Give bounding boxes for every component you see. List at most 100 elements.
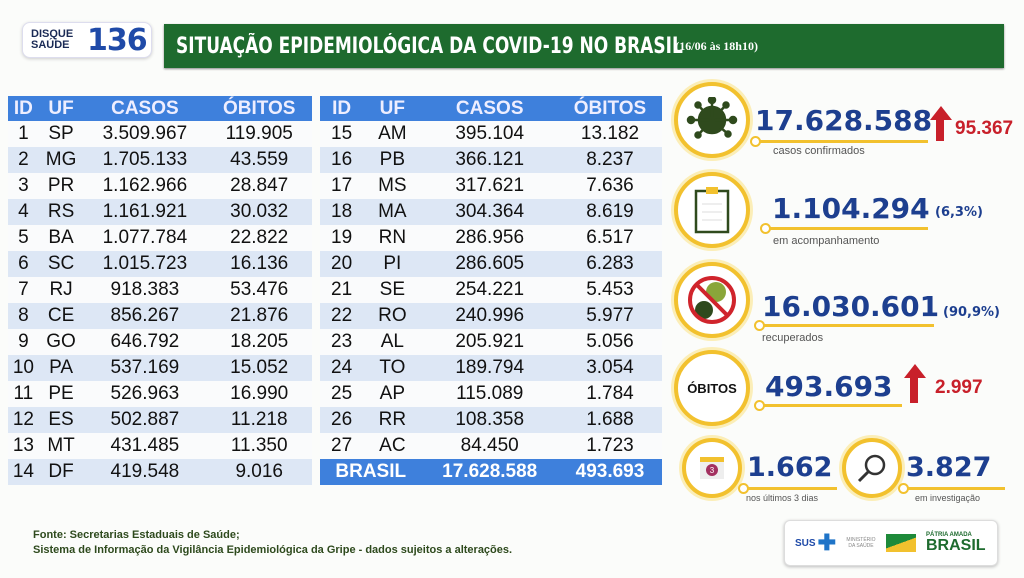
virus-icon <box>686 97 738 139</box>
column-header: ÓBITOS <box>557 96 662 121</box>
table-cell: 15 <box>320 121 364 147</box>
footnote-line1: Fonte: Secretarias Estaduais de Saúde; <box>33 529 240 541</box>
brasil-text: BRASIL <box>926 537 986 554</box>
table-cell: 20 <box>320 251 364 277</box>
table-cell: 5.056 <box>557 329 662 355</box>
table-row: 9 GO 646.792 18.205 <box>8 329 312 355</box>
last3-label: nos últimos 3 dias <box>746 493 819 503</box>
table-cell: AM <box>363 121 422 147</box>
table-cell: 13.182 <box>557 121 662 147</box>
table-cell: 7 <box>8 277 39 303</box>
table-cell: 6.283 <box>557 251 662 277</box>
table-cell: 7.636 <box>557 173 662 199</box>
monitoring-pct: (6,3%) <box>935 205 983 220</box>
recovered-icon-circle <box>674 262 750 338</box>
table-cell: 25 <box>320 381 364 407</box>
table-cell: 10 <box>8 355 39 381</box>
table-cell: 8.619 <box>557 199 662 225</box>
table-cell: 53.476 <box>206 277 312 303</box>
table-row: 6 SC 1.015.723 16.136 <box>8 251 312 277</box>
table-row: 1 SP 3.509.967 119.905 <box>8 121 312 147</box>
table-cell: 431.485 <box>83 433 207 459</box>
table-cell: 526.963 <box>83 381 207 407</box>
table-row: 3 PR 1.162.966 28.847 <box>8 173 312 199</box>
column-header: CASOS <box>83 96 207 121</box>
table-cell: 5.977 <box>557 303 662 329</box>
table-cell: 1.723 <box>557 433 662 459</box>
table-cell: 3.509.967 <box>83 121 207 147</box>
table-cell: 1.015.723 <box>83 251 207 277</box>
deaths-value: 493.693 <box>765 370 893 403</box>
table-row: 12 ES 502.887 11.218 <box>8 407 312 433</box>
table-row: 13 MT 431.485 11.350 <box>8 433 312 459</box>
clipboard-icon <box>694 187 730 234</box>
table-cell: PE <box>38 381 84 407</box>
table-cell: 419.548 <box>83 459 207 485</box>
table-cell: AP <box>363 381 422 407</box>
table-cell: 1.705.133 <box>83 147 207 173</box>
table-row: 25 AP 115.089 1.784 <box>320 381 662 407</box>
table-cell: 84.450 <box>421 433 558 459</box>
table-cell: 240.996 <box>421 303 558 329</box>
logo-number: 136 <box>87 22 148 58</box>
table-cell: 18 <box>320 199 364 225</box>
sus-logo: SUS <box>795 537 816 549</box>
table-row: 7 RJ 918.383 53.476 <box>8 277 312 303</box>
table-cell: 8.237 <box>557 147 662 173</box>
table-cell: CE <box>38 303 84 329</box>
ministry-logo: MINISTÉRIO DA SAÚDE <box>846 537 876 549</box>
table-cell: 17 <box>320 173 364 199</box>
table-cell: SP <box>38 121 84 147</box>
table-cell: 1.161.921 <box>83 199 207 225</box>
column-header: UF <box>363 96 422 121</box>
table-row: 11 PE 526.963 16.990 <box>8 381 312 407</box>
confirmed-label: casos confirmados <box>773 145 865 157</box>
table-cell: 24 <box>320 355 364 381</box>
table-cell: 14 <box>8 459 39 485</box>
table-cell: 21 <box>320 277 364 303</box>
table-cell: SC <box>38 251 84 277</box>
calendar-icon: 3 <box>700 457 724 479</box>
recovered-value: 16.030.601 <box>762 290 940 323</box>
table-cell: 27 <box>320 433 364 459</box>
total-casos: 17.628.588 <box>421 459 558 485</box>
table-row: 8 CE 856.267 21.876 <box>8 303 312 329</box>
table-cell: DF <box>38 459 84 485</box>
table-cell: 11.218 <box>206 407 312 433</box>
table-cell: ES <box>38 407 84 433</box>
total-row: BRASIL 17.628.588 493.693 <box>320 459 662 485</box>
monitoring-value: 1.104.294 <box>772 192 930 225</box>
table-cell: 119.905 <box>206 121 312 147</box>
investigation-label: em investigação <box>915 493 981 503</box>
magnifier-icon <box>857 454 886 483</box>
table-cell: 502.887 <box>83 407 207 433</box>
table-cell: RN <box>363 225 422 251</box>
table-cell: 18.205 <box>206 329 312 355</box>
virus-icon-circle <box>674 82 750 158</box>
table-cell: 22.822 <box>206 225 312 251</box>
table-cell: 30.032 <box>206 199 312 225</box>
table-cell: MT <box>38 433 84 459</box>
table-cell: 5.453 <box>557 277 662 303</box>
confirmed-value: 17.628.588 <box>755 104 933 137</box>
table-row: 17 MS 317.621 7.636 <box>320 173 662 199</box>
column-header: ID <box>8 96 39 121</box>
table-cell: 2 <box>8 147 39 173</box>
deaths-delta: 2.997 <box>935 377 983 398</box>
magnifier-icon-circle <box>842 438 902 498</box>
table-row: 4 RS 1.161.921 30.032 <box>8 199 312 225</box>
table-cell: 22 <box>320 303 364 329</box>
table-cell: 1.784 <box>557 381 662 407</box>
table-cell: BA <box>38 225 84 251</box>
clipboard-icon-circle <box>674 172 750 248</box>
table-cell: 21.876 <box>206 303 312 329</box>
table-cell: 395.104 <box>421 121 558 147</box>
table-cell: 254.221 <box>421 277 558 303</box>
table-cell: MS <box>363 173 422 199</box>
table-row: 5 BA 1.077.784 22.822 <box>8 225 312 251</box>
table-cell: RS <box>38 199 84 225</box>
table-cell: 23 <box>320 329 364 355</box>
table-cell: PA <box>38 355 84 381</box>
table-cell: 108.358 <box>421 407 558 433</box>
table-row: 2 MG 1.705.133 43.559 <box>8 147 312 173</box>
